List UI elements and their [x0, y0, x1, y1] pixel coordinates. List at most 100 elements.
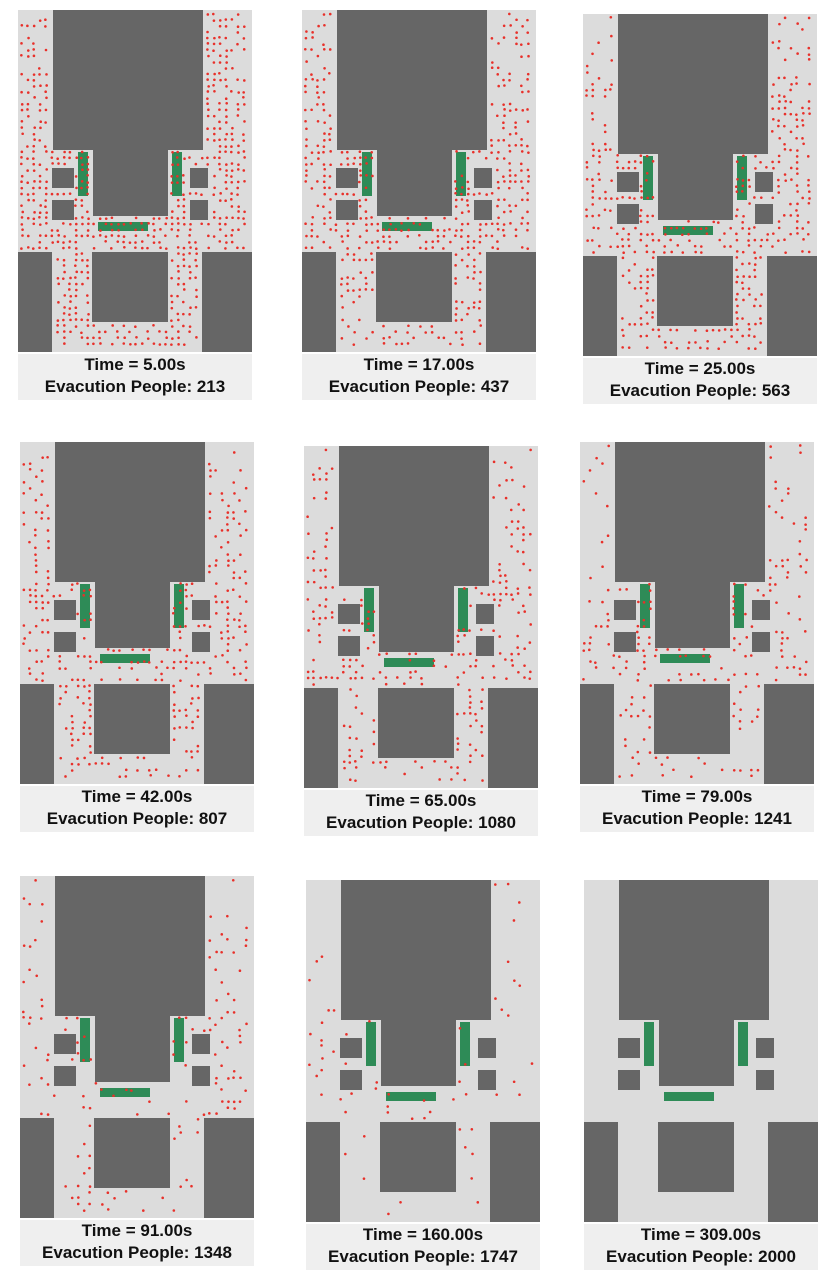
pedestrian-dot [184, 1064, 187, 1067]
pedestrian-dot [46, 576, 50, 580]
pedestrian-dot [506, 882, 510, 886]
pedestrian-dot [516, 587, 520, 590]
pedestrian-dot [633, 166, 637, 170]
pedestrian-dot [41, 630, 44, 634]
pedestrian-dot [508, 109, 512, 112]
pedestrian-dot [753, 251, 756, 254]
pedestrian-dot [502, 121, 505, 125]
pedestrian-dot [506, 960, 510, 964]
pedestrian-dot [599, 625, 603, 628]
pedestrian-dot [243, 210, 246, 214]
pedestrian-dot [71, 726, 74, 730]
time-label: Time = 91.00s [81, 1221, 193, 1240]
pedestrian-dot [618, 672, 622, 676]
pedestrian-dot [729, 226, 732, 230]
pedestrian-dot [589, 636, 592, 639]
pedestrian-dot [154, 678, 157, 682]
pedestrian-dot [774, 480, 777, 484]
pedestrian-dot [22, 523, 26, 526]
pedestrian-dot [101, 1203, 104, 1206]
pedestrian-dot [20, 156, 23, 159]
pedestrian-dot [176, 150, 179, 154]
pedestrian-dot [202, 661, 206, 664]
pedestrian-dot [321, 1057, 324, 1060]
pedestrian-dot [616, 166, 620, 170]
pedestrian-dot [215, 612, 218, 615]
pedestrian-dot [651, 159, 655, 163]
pedestrian-dot [348, 736, 352, 740]
bottom-center-block [658, 1122, 734, 1192]
pedestrian-dot [226, 618, 229, 621]
pedestrian-dot [76, 1202, 80, 1206]
pedestrian-dot [449, 240, 452, 244]
pedestrian-dot [460, 228, 463, 232]
pedestrian-dot [687, 346, 690, 350]
pedestrian-dot [230, 90, 233, 93]
pedestrian-dot [754, 347, 757, 351]
pedestrian-dot [353, 330, 356, 334]
pedestrian-dot [122, 235, 126, 238]
pedestrian-dot [76, 655, 80, 658]
pedestrian-dot [795, 220, 799, 223]
pedestrian-dot [218, 61, 222, 64]
pedestrian-dot [230, 234, 233, 237]
pedestrian-dot [229, 150, 233, 154]
pedestrian-dot [636, 679, 640, 682]
pedestrian-dot [207, 108, 210, 112]
pedestrian-dot [88, 655, 92, 658]
pedestrian-dot [218, 217, 222, 220]
pedestrian-dot [323, 132, 326, 135]
pedestrian-dot [22, 481, 26, 484]
pedestrian-dot [224, 67, 228, 70]
pedestrian-dot [594, 666, 598, 669]
pedestrian-dot [46, 504, 49, 507]
pedestrian-dot [215, 999, 218, 1002]
pedestrian-dot [206, 156, 209, 160]
pedestrian-dot [588, 648, 591, 652]
pedestrian-dot [311, 670, 315, 673]
pedestrian-dot [458, 1128, 462, 1131]
pedestrian-dot [454, 319, 458, 322]
pedestrian-dot [612, 654, 616, 657]
pedestrian-dot [64, 690, 68, 694]
pedestrian-dot [238, 648, 242, 652]
pedestrian-dot [756, 708, 760, 711]
pedestrian-dot [28, 588, 32, 592]
pedestrian-dot [330, 676, 334, 679]
pedestrian-dot [22, 511, 26, 514]
pedestrian-dot [225, 163, 228, 166]
pedestrian-dot [206, 114, 210, 118]
pedestrian-dot [807, 16, 811, 20]
pedestrian-dot [218, 222, 222, 226]
pedestrian-dot [424, 240, 428, 244]
pedestrian-dot [412, 221, 416, 225]
pedestrian-dot [178, 1125, 181, 1128]
pedestrian-dot [244, 678, 248, 682]
pedestrian-dot [214, 1023, 217, 1027]
pedestrian-dot [56, 330, 59, 334]
pedestrian-dot [748, 293, 751, 296]
pedestrian-dot [636, 624, 640, 628]
pedestrian-dot [239, 534, 242, 537]
pedestrian-dot [76, 1155, 80, 1158]
pedestrian-dot [747, 178, 751, 182]
pedestrian-dot [807, 53, 811, 56]
pedestrian-dot [508, 78, 511, 82]
pedestrian-dot [245, 926, 248, 930]
pedestrian-dot [462, 712, 466, 715]
pedestrian-dot [88, 1185, 92, 1188]
pedestrian-dot [661, 773, 665, 777]
pedestrian-dot [464, 1145, 467, 1149]
pedestrian-dot [585, 177, 589, 181]
pedestrian-dot [230, 198, 233, 201]
pedestrian-dot [242, 217, 245, 220]
pedestrian-dot [460, 258, 464, 262]
pedestrian-dot [44, 108, 48, 112]
pedestrian-dot [89, 751, 92, 754]
pedestrian-dot [322, 205, 325, 208]
pedestrian-dot [503, 198, 506, 201]
pedestrian-dot [123, 246, 126, 249]
pedestrian-dot [730, 335, 733, 338]
pedestrian-dot [590, 239, 594, 242]
pedestrian-dot [631, 756, 634, 760]
